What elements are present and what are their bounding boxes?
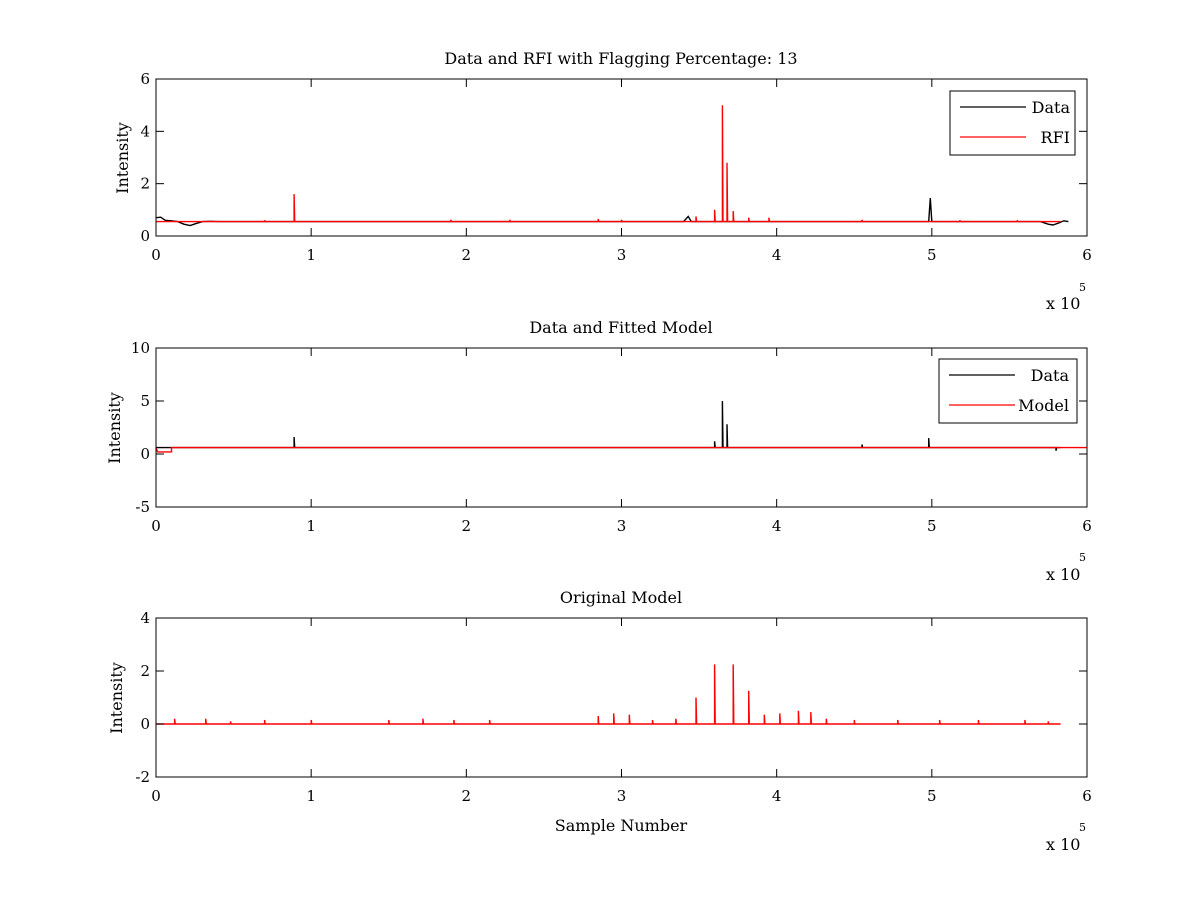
x-tick-label: 5: [927, 246, 937, 264]
x-multiplier-base: x 10: [1046, 565, 1080, 584]
y-tick-label: 6: [140, 70, 150, 88]
panel-rfi: Data and RFI with Flagging Percentage: 1…: [113, 49, 1092, 313]
legend-label: Data: [1032, 98, 1071, 117]
x-tick-label: 5: [927, 517, 937, 535]
x-tick-label: 0: [151, 246, 161, 264]
x-multiplier: x 10 5: [1046, 551, 1086, 584]
x-tick-label: 6: [1082, 246, 1092, 264]
plot-area: [156, 105, 1069, 227]
plot-area: [156, 400, 1087, 453]
x-tick-label: 4: [772, 787, 782, 805]
series-line-model: [156, 446, 1087, 453]
y-tick-label: -5: [135, 498, 150, 516]
x-axis-label: Sample Number: [555, 816, 688, 835]
y-axis-label: Intensity: [113, 122, 132, 194]
legend-label: RFI: [1041, 128, 1070, 147]
panel-title: Original Model: [560, 588, 682, 607]
y-tick-label: 2: [140, 175, 150, 193]
x-tick-label: 3: [617, 787, 627, 805]
panel-original-model: Original Model Intensity Sample Number x…: [107, 588, 1092, 854]
x-tick-label: 2: [462, 246, 472, 264]
x-tick-label: 3: [617, 517, 627, 535]
x-multiplier: x 10 5: [1046, 821, 1086, 854]
x-multiplier-exponent: 5: [1079, 821, 1086, 834]
x-tick-label: 6: [1082, 517, 1092, 535]
y-tick-label: 5: [140, 392, 150, 410]
series-line-rfi: [156, 105, 1061, 223]
x-tick-label: 2: [462, 787, 472, 805]
y-tick-label: -2: [135, 768, 150, 786]
x-tick-label: 1: [306, 517, 316, 535]
panel-title: Data and RFI with Flagging Percentage: 1…: [444, 49, 797, 68]
y-tick-label: 0: [140, 715, 150, 733]
y-axis-label: Intensity: [107, 662, 126, 734]
x-tick-label: 4: [772, 246, 782, 264]
x-multiplier-base: x 10: [1046, 835, 1080, 854]
legend: Data Model: [938, 358, 1078, 424]
x-multiplier-exponent: 5: [1079, 281, 1086, 294]
series-line-model: [156, 664, 1061, 725]
legend: Data RFI: [949, 90, 1076, 156]
x-tick-label: 3: [617, 246, 627, 264]
legend-label: Data: [1031, 366, 1070, 385]
x-tick-label: 1: [306, 246, 316, 264]
legend-box: [938, 358, 1078, 424]
x-tick-label: 1: [306, 787, 316, 805]
x-tick-label: 5: [927, 787, 937, 805]
panel-title: Data and Fitted Model: [529, 318, 712, 337]
x-tick-label: 6: [1082, 787, 1092, 805]
x-multiplier-exponent: 5: [1079, 551, 1086, 564]
legend-box: [949, 90, 1076, 156]
panel-model-fit: Data and Fitted Model Intensity x 10 5 0…: [105, 318, 1092, 584]
x-tick-label: 0: [151, 787, 161, 805]
x-multiplier-base: x 10: [1046, 294, 1080, 313]
plot-area: [156, 664, 1061, 725]
legend-label: Model: [1018, 396, 1069, 415]
x-tick-label: 4: [772, 517, 782, 535]
x-tick-label: 2: [462, 517, 472, 535]
y-tick-label: 2: [140, 662, 150, 680]
y-tick-label: 0: [140, 227, 150, 245]
y-tick-label: 4: [140, 609, 150, 627]
y-axis-label: Intensity: [105, 392, 124, 464]
y-tick-label: 4: [140, 122, 150, 140]
x-multiplier: x 10 5: [1046, 281, 1086, 313]
y-tick-label: 0: [140, 445, 150, 463]
y-tick-label: 10: [131, 339, 150, 357]
x-tick-label: 0: [151, 517, 161, 535]
